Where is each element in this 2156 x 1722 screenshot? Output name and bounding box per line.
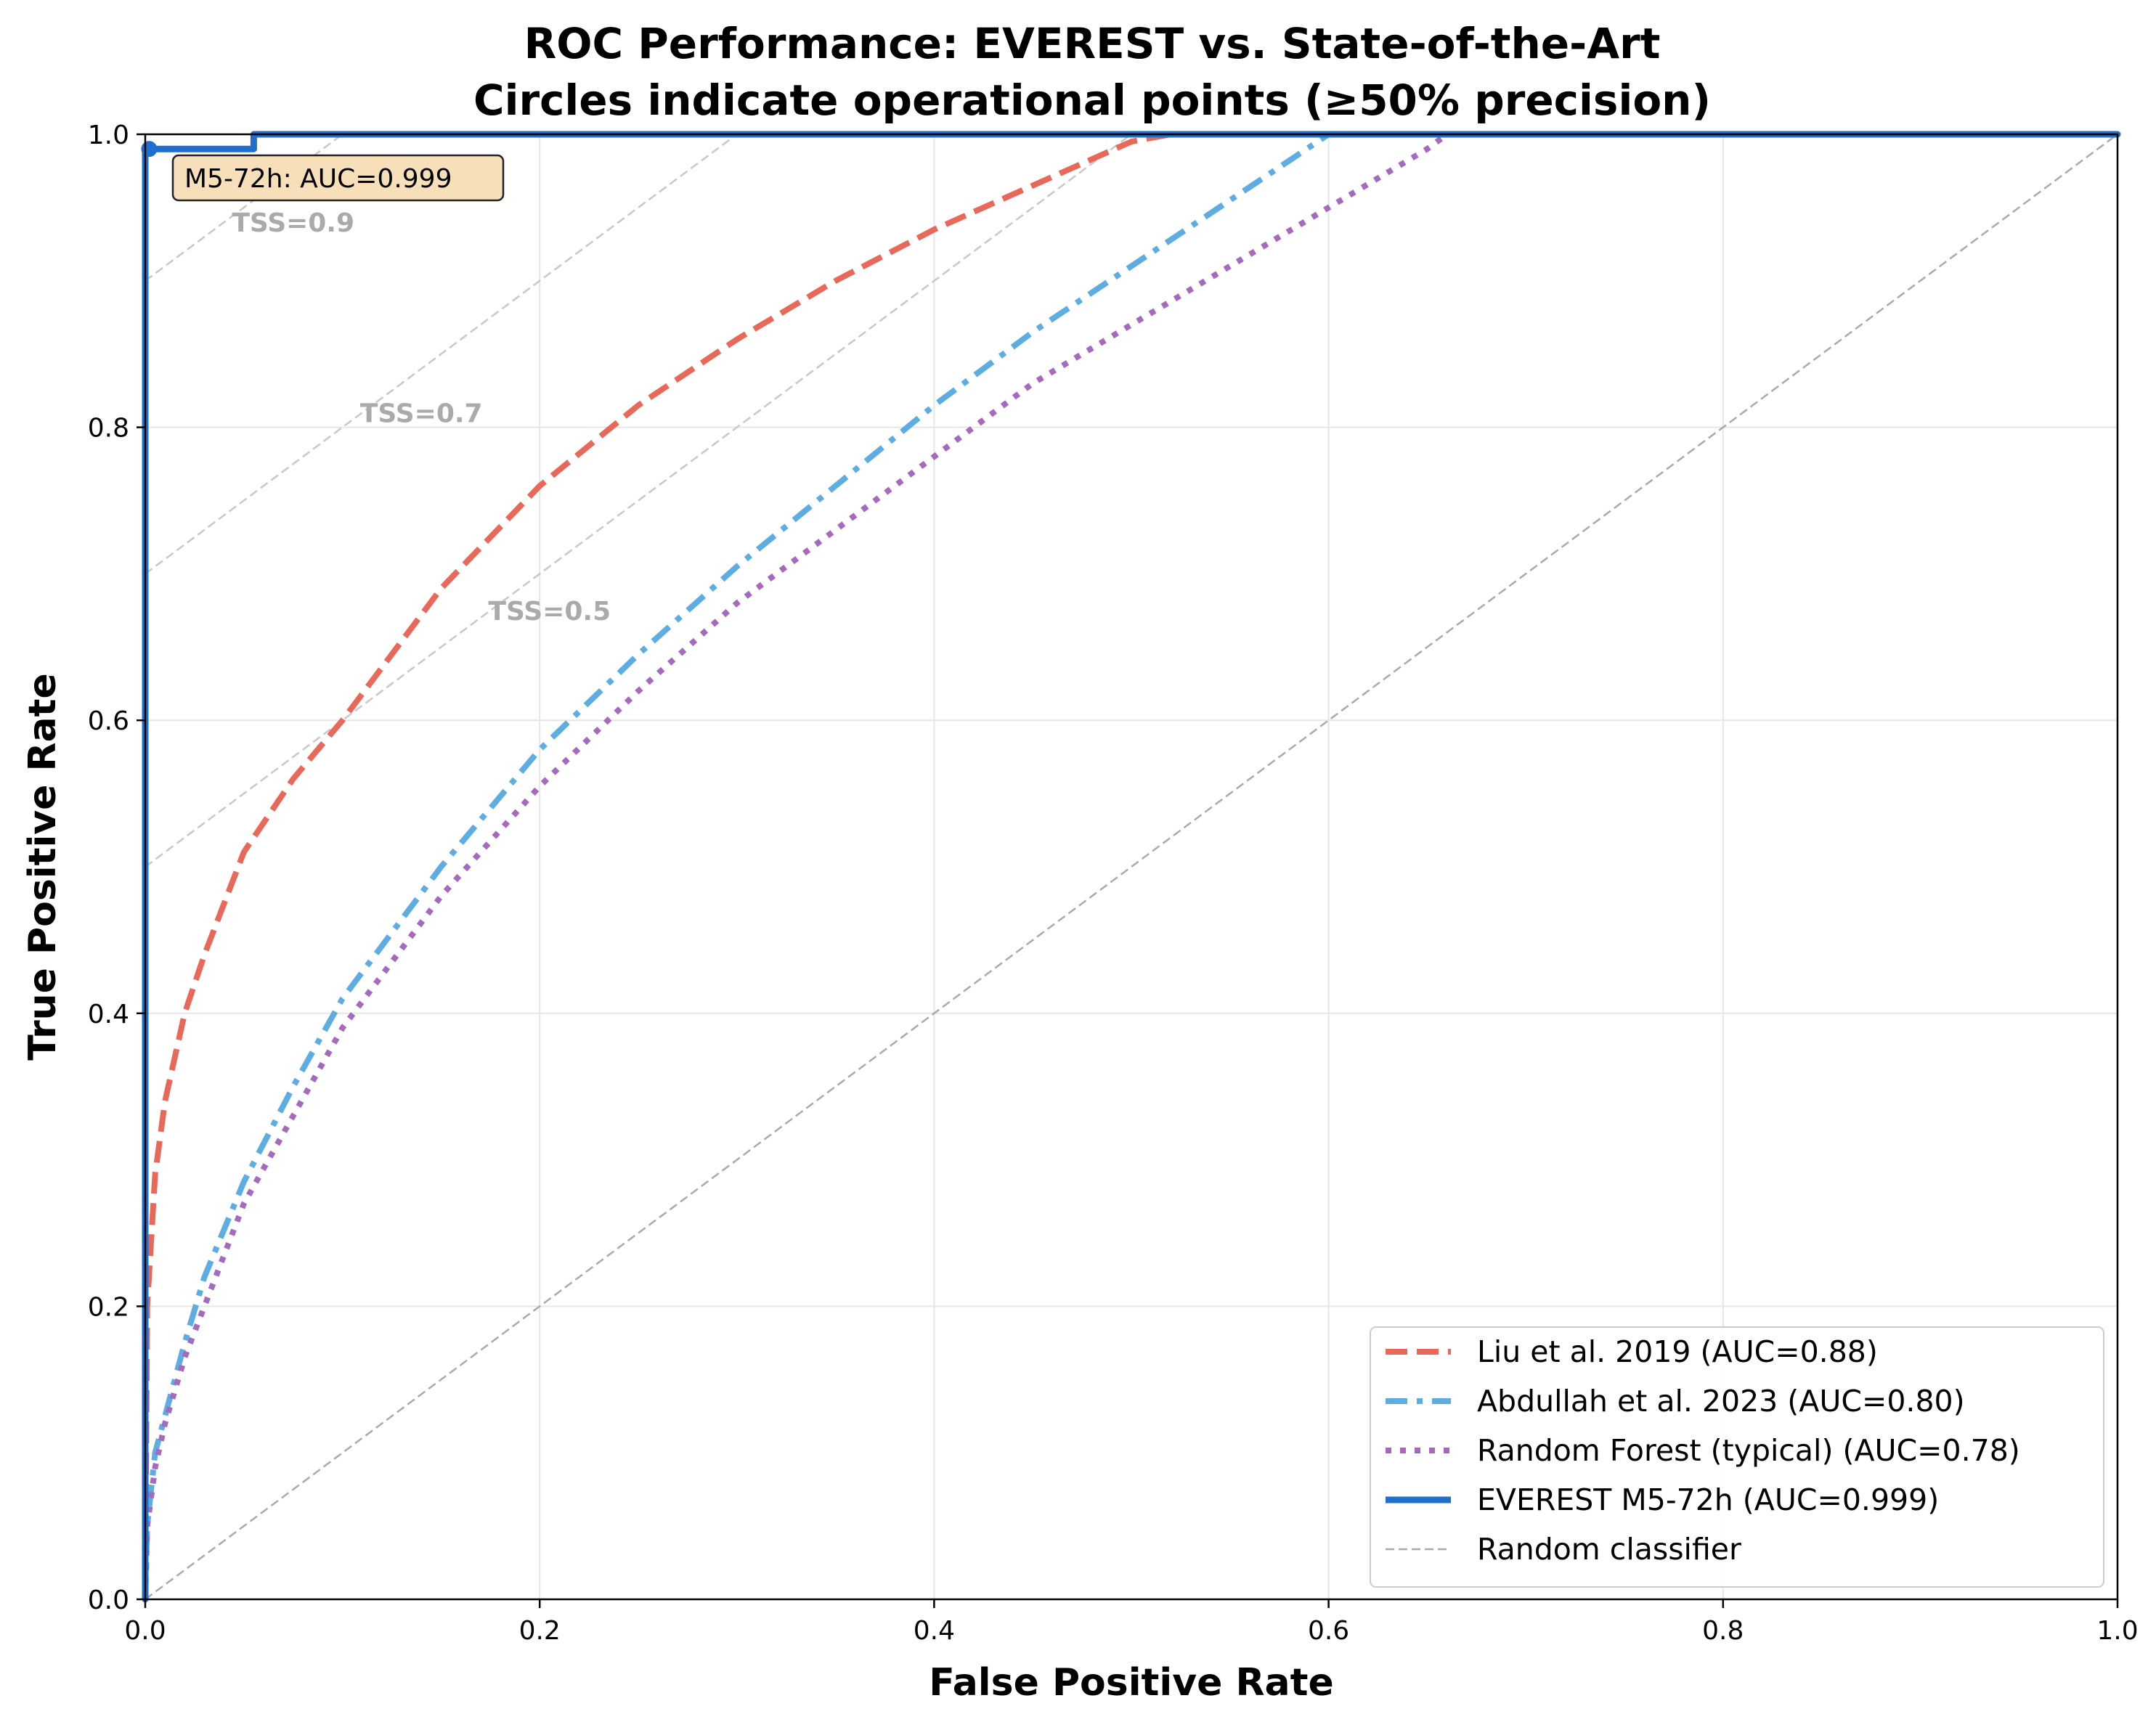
series-line xyxy=(142,131,2118,1600)
legend-label: Liu et al. 2019 (AUC=0.88) xyxy=(1477,1334,1878,1369)
series-line xyxy=(142,131,2118,1600)
series-line xyxy=(142,131,2118,1600)
legend-label: Abdullah et al. 2023 (AUC=0.80) xyxy=(1477,1384,1965,1419)
legend-frame xyxy=(1370,1326,2104,1588)
y-tick-label: 1.0 xyxy=(88,121,129,150)
x-tick-label: 1.0 xyxy=(2096,1616,2138,1646)
operational-point xyxy=(141,141,158,158)
chart-title-line-1: ROC Performance: EVEREST vs. State-of-th… xyxy=(524,19,1661,68)
plot-frame xyxy=(144,133,2119,1601)
tss-label: TSS=0.9 xyxy=(232,208,354,238)
legend-label: EVEREST M5-72h (AUC=0.999) xyxy=(1477,1482,1939,1517)
y-tick-label: 0.6 xyxy=(88,706,129,736)
annotation-box: M5-72h: AUC=0.999 xyxy=(171,154,505,202)
legend: Liu et al. 2019 (AUC=0.88) Abdullah et al… xyxy=(1370,1326,2104,1588)
x-axis-label: False Positive Rate xyxy=(929,1661,1334,1705)
tss-line xyxy=(145,133,1132,868)
y-axis-label: True Positive Rate xyxy=(21,673,65,1061)
legend-label: Random Forest (typical) (AUC=0.78) xyxy=(1477,1433,2020,1468)
x-tick-label: 0.4 xyxy=(914,1616,955,1646)
tss-label: TSS=0.7 xyxy=(360,399,483,428)
y-tick-label: 0.8 xyxy=(88,414,129,444)
x-tick-label: 0.0 xyxy=(124,1616,166,1646)
y-tick-label: 0.4 xyxy=(88,1000,129,1029)
chart-title-line-2: Circles indicate operational points (≥50… xyxy=(473,76,1711,125)
x-tick-label: 0.2 xyxy=(519,1616,561,1646)
x-tick-label: 0.6 xyxy=(1308,1616,1349,1646)
axis-ticks: 0.0 0.2 0.4 0.6 0.8 1.0 0.0 0.2 0.4 0.6 0.8 1.0 xyxy=(88,121,2139,1646)
tss-line xyxy=(145,133,738,575)
annotation-text: M5-72h: AUC=0.999 xyxy=(184,164,452,194)
operational-points xyxy=(141,141,158,158)
x-tick-label: 0.8 xyxy=(1702,1616,1744,1646)
legend-label: Random classifier xyxy=(1477,1532,1741,1567)
tss-label: TSS=0.5 xyxy=(488,597,611,627)
y-tick-label: 0.2 xyxy=(88,1292,129,1322)
y-tick-label: 0.0 xyxy=(88,1586,129,1615)
tss-reference-lines: TSS=0.9 TSS=0.7 TSS=0.5 xyxy=(145,133,1132,868)
series-line xyxy=(145,133,2118,1601)
